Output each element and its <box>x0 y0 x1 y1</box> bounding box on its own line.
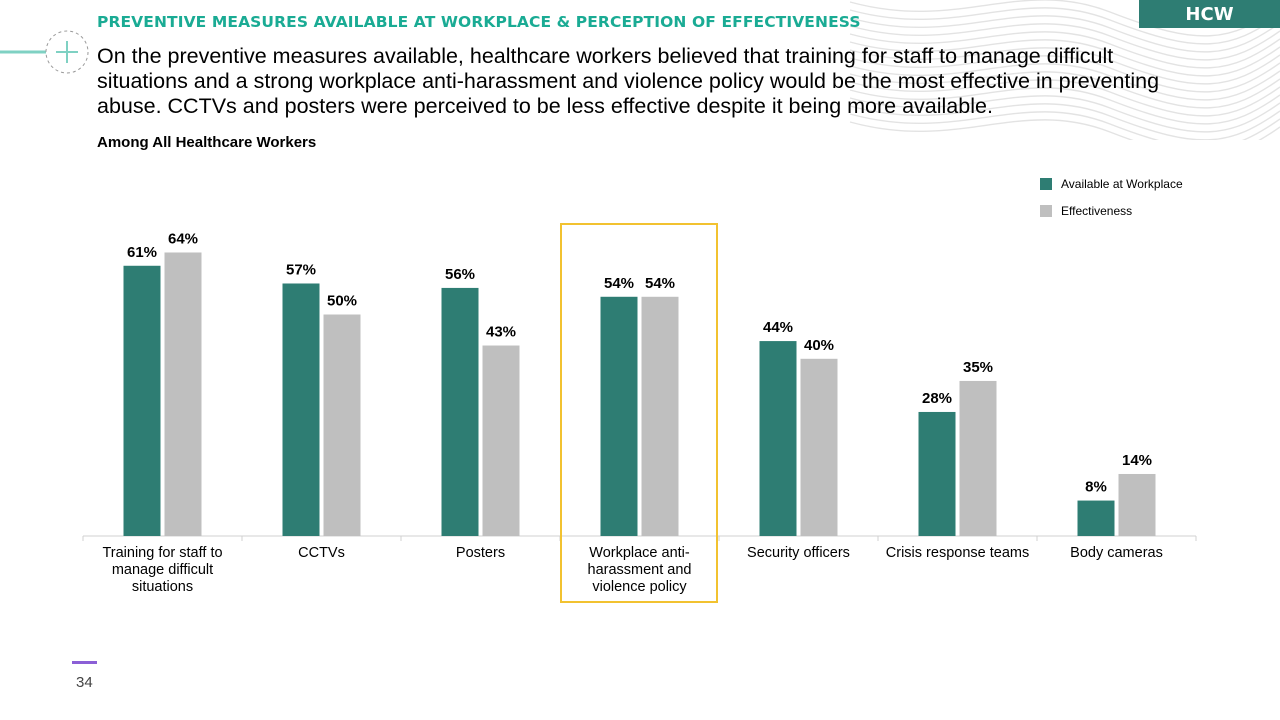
chart-title: Among All Healthcare Workers <box>97 134 317 151</box>
bar-available <box>123 265 161 536</box>
data-label: 43% <box>486 324 516 341</box>
category-label: Training for staff to manage difficult s… <box>102 545 223 595</box>
data-label: 56% <box>445 266 475 283</box>
page-number: 34 <box>76 674 93 691</box>
data-label: 57% <box>286 261 316 278</box>
highlight-box <box>560 223 718 603</box>
hcw-badge: HCW <box>1139 0 1280 28</box>
data-label: 40% <box>804 337 834 354</box>
bar-effectiveness <box>164 252 202 537</box>
category-label: Posters <box>455 545 506 561</box>
bar-available <box>282 283 320 536</box>
bar-available <box>1077 500 1115 536</box>
category-label: Crisis response teams <box>885 545 1030 561</box>
data-label: 14% <box>1122 452 1152 469</box>
legend-label-effectiveness: Effectiveness <box>1061 203 1133 218</box>
data-label: 50% <box>327 293 357 310</box>
legend-swatch-available <box>1040 177 1052 190</box>
bar-effectiveness <box>323 314 361 536</box>
bar-available <box>441 287 479 536</box>
data-label: 8% <box>1085 479 1107 496</box>
bar-effectiveness <box>482 345 520 536</box>
data-label: 35% <box>963 359 993 376</box>
summary-text: On the preventive measures available, he… <box>97 44 1160 118</box>
category-label: Body cameras <box>1070 545 1163 561</box>
data-label: 61% <box>127 244 157 261</box>
legend-label-available: Available at Workplace <box>1061 176 1183 191</box>
data-label: 44% <box>763 319 793 336</box>
bar-available <box>759 341 797 536</box>
category-label: CCTVs <box>298 545 345 561</box>
legend-item-effectiveness: Effectiveness <box>1040 197 1183 224</box>
plus-circle-icon <box>0 30 89 74</box>
page-marker <box>72 661 97 664</box>
bar-effectiveness <box>1118 473 1156 536</box>
bar-available <box>918 411 956 536</box>
data-label: 54% <box>604 275 634 292</box>
legend-item-available: Available at Workplace <box>1040 170 1183 197</box>
category-label: Security officers <box>747 545 850 561</box>
category-label: Workplace anti-harassment and violence p… <box>587 545 692 595</box>
data-label: 54% <box>645 275 675 292</box>
bar-effectiveness <box>959 380 997 536</box>
data-label: 64% <box>168 230 198 247</box>
bar-effectiveness <box>800 358 838 536</box>
data-label: 28% <box>922 390 952 407</box>
bar-available <box>600 296 638 536</box>
chart-legend: Available at Workplace Effectiveness <box>1040 170 1183 224</box>
wave-lines-decoration <box>849 0 1280 140</box>
section-title: PREVENTIVE MEASURES AVAILABLE AT WORKPLA… <box>97 13 861 31</box>
bar-effectiveness <box>641 296 679 536</box>
legend-swatch-effectiveness <box>1040 204 1052 217</box>
